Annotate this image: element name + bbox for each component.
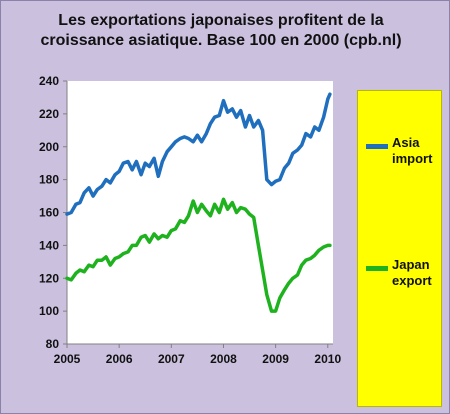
y-tick-label: 220 bbox=[39, 107, 59, 121]
legend-swatch-asia-import bbox=[366, 144, 388, 149]
y-tick-label: 180 bbox=[39, 173, 59, 187]
y-tick-label: 100 bbox=[39, 304, 59, 318]
y-tick-label: 120 bbox=[39, 271, 59, 285]
y-tick-label: 160 bbox=[39, 206, 59, 220]
y-tick-label: 80 bbox=[46, 337, 60, 351]
y-tick-label: 240 bbox=[39, 74, 59, 88]
x-tick-label: 2006 bbox=[106, 352, 133, 366]
x-tick-label: 2010 bbox=[314, 352, 341, 366]
series-line-japan-export bbox=[65, 197, 332, 313]
series-line-asia-import bbox=[65, 92, 332, 216]
legend-label-japan-export: Japan export bbox=[392, 257, 432, 288]
y-tick-label: 200 bbox=[39, 140, 59, 154]
plot-background bbox=[67, 81, 333, 344]
axes: 80 100 120 140 160 180 200 220 240 2005 2006 2007 20… bbox=[39, 74, 341, 366]
chart-title: Les exportations japonaises profitent de… bbox=[40, 12, 402, 49]
y-tick-label: 140 bbox=[39, 238, 59, 252]
legend: Asia import Japan export bbox=[357, 90, 442, 407]
x-tick-label: 2008 bbox=[210, 352, 237, 366]
legend-label-asia-import: Asia import bbox=[392, 135, 433, 166]
x-tick-label: 2005 bbox=[54, 352, 81, 366]
series-lines bbox=[65, 92, 332, 313]
x-tick-label: 2007 bbox=[158, 352, 185, 366]
legend-swatch-japan-export bbox=[366, 266, 388, 271]
x-tick-label: 2009 bbox=[262, 352, 289, 366]
